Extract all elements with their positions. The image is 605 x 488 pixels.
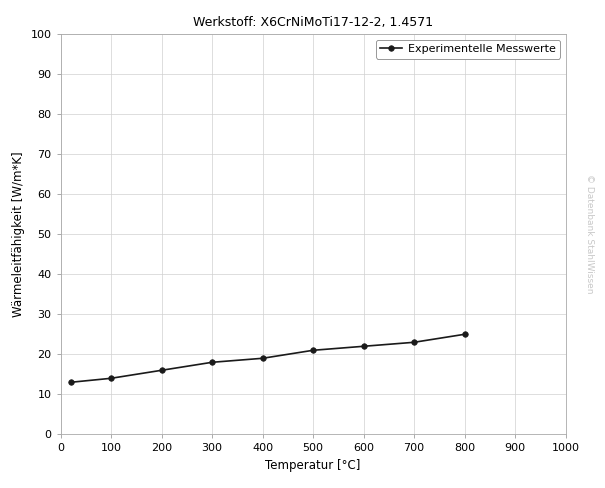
Experimentelle Messwerte — [461, 331, 468, 337]
Experimentelle Messwerte — [410, 339, 417, 345]
Experimentelle Messwerte — [259, 355, 266, 361]
Experimentelle Messwerte — [158, 367, 165, 373]
Title: Werkstoff: X6CrNiMoTi17-12-2, 1.4571: Werkstoff: X6CrNiMoTi17-12-2, 1.4571 — [193, 16, 433, 29]
X-axis label: Temperatur [°C]: Temperatur [°C] — [266, 459, 361, 472]
Experimentelle Messwerte — [360, 344, 367, 349]
Experimentelle Messwerte — [208, 359, 216, 365]
Experimentelle Messwerte — [67, 379, 74, 385]
Experimentelle Messwerte — [108, 375, 115, 381]
Text: © Datenbank StahlWissen: © Datenbank StahlWissen — [586, 175, 594, 294]
Line: Experimentelle Messwerte: Experimentelle Messwerte — [68, 331, 468, 385]
Experimentelle Messwerte — [310, 347, 317, 353]
Legend: Experimentelle Messwerte: Experimentelle Messwerte — [376, 40, 560, 59]
Y-axis label: Wärmeleitfähigkeit [W/m*K]: Wärmeleitfähigkeit [W/m*K] — [12, 151, 25, 317]
